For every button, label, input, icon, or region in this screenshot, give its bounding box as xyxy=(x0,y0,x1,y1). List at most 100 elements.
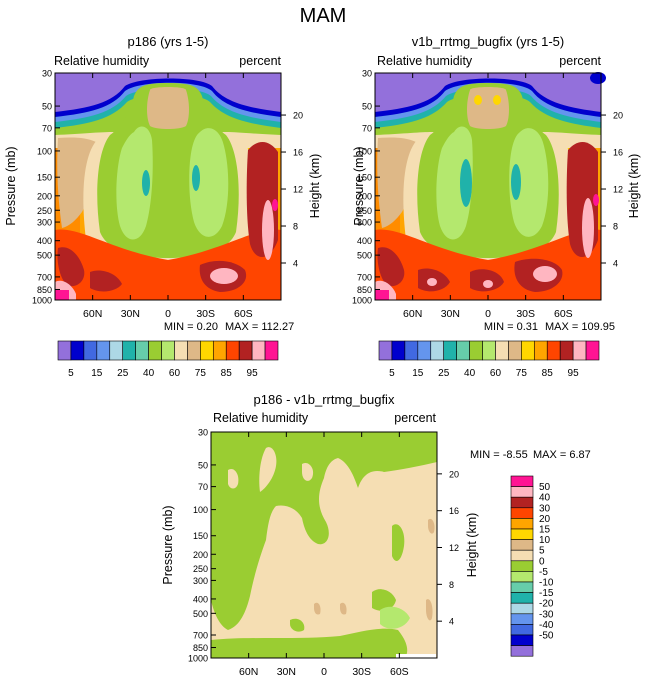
panel1-colorbar-swatch xyxy=(225,340,240,361)
panel-v1b: v1b_rrtmg_bugfix (yrs 1-5) Relative humi… xyxy=(352,34,641,333)
panel3-y-tick-label: 850 xyxy=(193,643,208,653)
panel2-colorbar-label: 40 xyxy=(464,368,476,379)
panel1-x-tick-label: 0 xyxy=(165,308,171,320)
difference-colorbar-label: -30 xyxy=(539,609,554,620)
panel2-colorbar-swatch xyxy=(469,340,483,361)
panel3-y-tick-label: 50 xyxy=(198,460,208,470)
panel3-ylabel: Pressure (mb) xyxy=(161,505,175,584)
panel3-x-tick-label: 30S xyxy=(352,666,371,678)
panel1-max-text: MAX = 112.27 xyxy=(225,321,294,333)
panel3-y-tick-label: 70 xyxy=(198,482,208,492)
panel2-colorbar-swatch xyxy=(508,340,522,361)
panel1-x-tick-label: 30N xyxy=(121,308,140,320)
panel1-colorbar: 5 15 25 40 60 75 85 95 xyxy=(57,340,279,379)
panel-p186: p186 (yrs 1-5) Relative humidity percent xyxy=(4,34,322,333)
panel1-height-tick-label: 16 xyxy=(293,148,303,158)
difference-colorbar-swatch xyxy=(510,560,534,572)
panel1-height-tick-label: 8 xyxy=(293,222,298,232)
difference-colorbar-swatch xyxy=(510,486,534,498)
figure-title: MAM xyxy=(300,5,347,27)
panel2-y-tick-label: 700 xyxy=(357,272,372,282)
panel3-ylabel-right: Height (km) xyxy=(465,513,479,578)
panel2-colorbar-label: 15 xyxy=(412,368,424,379)
panel2-colorbar-swatch xyxy=(546,340,561,361)
difference-colorbar-label: 15 xyxy=(539,525,551,536)
panel3-height-tick-label: 12 xyxy=(449,543,459,553)
panel1-min-text: MIN = 0.20 xyxy=(164,321,218,333)
panel1-ylabel-right: Height (km) xyxy=(308,154,322,219)
panel1-units-label: percent xyxy=(239,54,281,68)
panel3-y-tick-label: 200 xyxy=(193,550,208,560)
panel1-y-tick-label: 1000 xyxy=(32,296,52,306)
difference-colorbar-swatch xyxy=(510,602,534,615)
panel3-y-tick-label: 300 xyxy=(193,576,208,586)
panel1-height-tick-label: 4 xyxy=(293,259,298,269)
panel3-height-tick-label: 20 xyxy=(449,469,459,479)
panel2-y-tick-label: 400 xyxy=(357,236,372,246)
panel1-colorbar-label: 5 xyxy=(68,368,74,379)
panel2-colorbar: 5 15 25 40 60 75 85 95 xyxy=(378,340,600,379)
panel2-x-tick-label: 60N xyxy=(403,308,422,320)
panel2-x-tick-label: 0 xyxy=(485,308,491,320)
panel1-y-tick-label: 400 xyxy=(37,236,52,246)
panel2-colorbar-swatch xyxy=(430,340,445,361)
panel1-height-tick-label: 12 xyxy=(293,185,303,195)
difference-colorbar-swatch xyxy=(510,624,534,636)
difference-colorbar-swatch xyxy=(510,496,534,509)
panel2-colorbar-swatch xyxy=(533,340,548,361)
panel1-colorbar-swatch xyxy=(264,340,279,361)
panel1-colorbar-swatch xyxy=(212,340,227,361)
panel1-y-tick-label: 100 xyxy=(37,146,52,156)
panel3-y-tick-label: 1000 xyxy=(188,654,208,664)
panel2-height-tick-label: 12 xyxy=(613,185,623,195)
panel2-x-tick-label: 30S xyxy=(516,308,535,320)
panel2-y-tick-label: 250 xyxy=(357,206,372,216)
panel2-units-label: percent xyxy=(559,54,601,68)
panel3-y-tick-label: 100 xyxy=(193,505,208,515)
panel2-y-tick-label: 1000 xyxy=(352,296,372,306)
panel1-colorbar-label: 25 xyxy=(117,368,129,379)
difference-colorbar-label: 0 xyxy=(539,556,545,567)
difference-colorbar-label: -20 xyxy=(539,599,554,610)
panel1-y-tick-label: 70 xyxy=(42,123,52,133)
panel2-height-tick-label: 4 xyxy=(613,259,618,269)
panel1-colorbar-swatch xyxy=(251,340,266,361)
panel1-y-tick-label: 30 xyxy=(42,69,52,79)
panel1-colorbar-label: 60 xyxy=(169,368,181,379)
panel1-colorbar-swatch xyxy=(96,340,111,361)
panel2-height-tick-label: 16 xyxy=(613,148,623,158)
panel2-colorbar-swatch xyxy=(456,340,470,361)
panel1-colorbar-label: 85 xyxy=(221,368,233,379)
panel2-colorbar-swatch xyxy=(559,340,574,361)
panel2-height-tick-label: 20 xyxy=(613,111,623,121)
panel1-y-tick-label: 200 xyxy=(37,191,52,201)
panel1-colorbar-swatch xyxy=(174,340,188,361)
panel1-colorbar-swatch xyxy=(109,340,124,361)
panel3-y-tick-label: 400 xyxy=(193,594,208,604)
panel2-colorbar-label: 95 xyxy=(568,368,580,379)
panel1-colorbar-swatch xyxy=(200,340,214,361)
panel3-max-text: MAX = 6.87 xyxy=(533,449,591,461)
panel1-contour-field xyxy=(55,73,281,300)
difference-colorbar-swatch xyxy=(510,581,534,593)
panel2-colorbar-swatch xyxy=(391,340,406,361)
panel3-y-tick-label: 250 xyxy=(193,564,208,574)
panel1-colorbar-swatch xyxy=(135,340,149,361)
difference-colorbar-label: 10 xyxy=(539,535,551,546)
panel1-y-tick-label: 700 xyxy=(37,272,52,282)
difference-colorbar-label: -40 xyxy=(539,620,554,631)
panel3-y-tick-label: 30 xyxy=(198,428,208,438)
panel1-variable-label: Relative humidity xyxy=(54,54,150,68)
panel1-colorbar-label: 40 xyxy=(143,368,155,379)
panel2-colorbar-swatch xyxy=(521,340,535,361)
axes-layer: 60N 30N 0 30S 60S305070100150200250300400500… xyxy=(32,69,623,679)
panel2-colorbar-label: 5 xyxy=(389,368,395,379)
panel2-colorbar-swatch xyxy=(495,340,509,361)
panel2-variable-label: Relative humidity xyxy=(377,54,473,68)
panel1-x-tick-label: 60N xyxy=(83,308,102,320)
panel2-y-tick-label: 50 xyxy=(362,102,372,112)
panel1-colorbar-swatch xyxy=(57,340,72,361)
difference-colorbar-label: -15 xyxy=(539,588,554,599)
panel1-height-tick-label: 20 xyxy=(293,111,303,121)
